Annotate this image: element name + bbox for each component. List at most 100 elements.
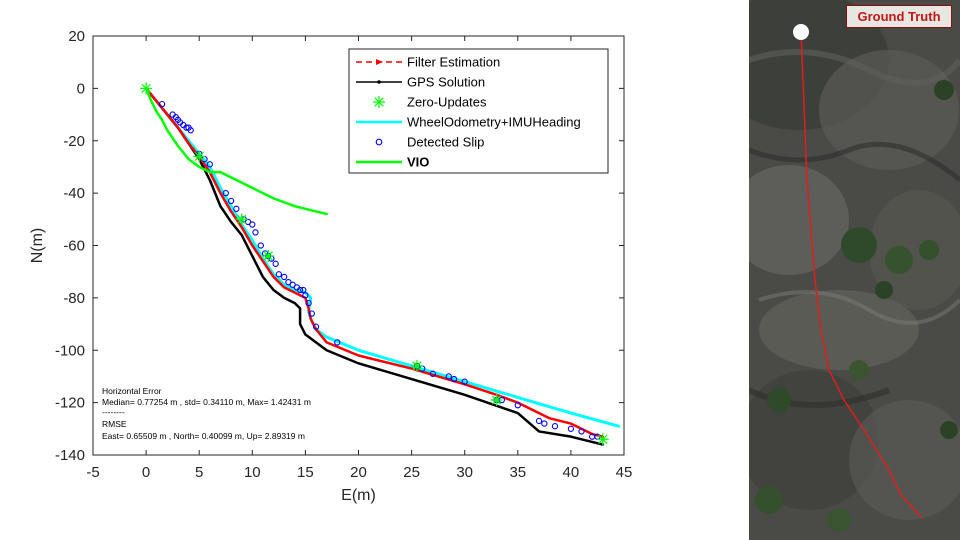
x-tick-label: -5 [86, 464, 99, 481]
detected-slip-point [206, 161, 213, 168]
detected-slip-point [429, 370, 436, 377]
star-stroke [374, 97, 384, 107]
stats-median-line: Median= 0.77254 m , std= 0.34110 m, Max=… [102, 397, 311, 407]
y-tick-label: -60 [63, 238, 85, 255]
vegetation-patch [875, 281, 893, 299]
series-line-vio [144, 87, 328, 216]
detected-slip-point [296, 286, 304, 294]
ground-truth-label: Ground Truth [846, 5, 952, 28]
detected-slip-point [567, 425, 575, 432]
detected-slip-point [578, 428, 585, 435]
detected-slip-point [300, 286, 307, 294]
zero-update-point [235, 213, 248, 226]
plot-root: -5 0 5 10 15 20 25 30 35 40 45 20 0 -20 -40 -60 -80 -100 -… [29, 28, 632, 504]
legend-entry: GPS Solution [356, 75, 485, 90]
x-axis-title: E(m) [341, 487, 376, 504]
stats-heading: Horizontal Error [102, 386, 162, 396]
legend-swatch-marker [377, 80, 381, 84]
star-stroke [141, 83, 151, 94]
star-stroke [598, 434, 608, 444]
y-tick-label: 0 [77, 80, 85, 97]
stats-rmse-line: East= 0.65509 m , North= 0.40099 m, Up= … [102, 431, 305, 441]
zero-update-point [410, 359, 423, 372]
detected-slip-point [275, 271, 282, 278]
x-tick-label: 5 [195, 464, 203, 481]
star-stroke [194, 151, 204, 162]
x-tick-label: 45 [616, 464, 633, 481]
stats-separator: -------- [102, 407, 125, 417]
vegetation-patch [767, 388, 791, 412]
star-stroke [412, 361, 422, 371]
legend-label: VIO [407, 155, 429, 170]
y-tick-label: -100 [55, 342, 85, 359]
x-tick-label: 15 [297, 464, 314, 481]
legend-entry: Detected Slip [375, 135, 484, 150]
stats-rmse-heading: RMSE [102, 419, 127, 429]
vegetation-patch [849, 360, 869, 380]
zero-update-point [193, 150, 206, 163]
legend-label: Zero-Updates [407, 95, 487, 110]
legend-label: Filter Estimation [407, 55, 500, 70]
legend-entry: VIO [356, 155, 429, 170]
legend-box [348, 48, 609, 174]
satellite-image [749, 0, 960, 540]
detected-slip-point [158, 100, 166, 108]
x-tick-label: 0 [142, 464, 150, 481]
legend-entry: Zero-Updates [373, 95, 487, 110]
y-tick-label: -20 [63, 133, 85, 150]
legend-swatch-marker [373, 96, 385, 108]
detected-slip-point [551, 423, 559, 430]
star-stroke [237, 214, 247, 224]
detected-slip-point [222, 189, 229, 197]
x-tick-label: 30 [456, 464, 473, 481]
detected-slip-point [461, 378, 468, 385]
x-tick-label: 35 [509, 464, 526, 481]
zero-update-point [596, 433, 609, 446]
vegetation-patch [919, 240, 939, 260]
x-tick-label: 25 [403, 464, 420, 481]
start-marker [793, 24, 809, 40]
legend-entry: WheelOdometry+IMUHeading [356, 115, 581, 130]
vegetation-patch [934, 80, 954, 100]
y-tick-label: 20 [68, 28, 85, 45]
detected-slip-point [272, 260, 279, 267]
legend: Filter Estimation GPS Solution Zero-Update… [348, 48, 609, 174]
legend-label: Detected Slip [407, 135, 484, 150]
vegetation-patch [755, 486, 783, 514]
error-stats-annotation: Horizontal Error Median= 0.77254 m , std… [102, 386, 311, 441]
legend-label: WheelOdometry+IMUHeading [407, 115, 581, 130]
vegetation-patch [885, 246, 913, 274]
legend-swatch-marker [376, 59, 383, 65]
detected-slip-point [252, 229, 259, 236]
x-tick-label: 10 [244, 464, 261, 481]
detected-slip-point [514, 402, 521, 409]
legend-label: GPS Solution [407, 75, 485, 90]
star-stroke [491, 395, 502, 405]
y-tick-label: -40 [63, 185, 85, 202]
chart-area: -5 0 5 10 15 20 25 30 35 40 45 20 0 -20 -40 -60 -80 -100 -… [29, 28, 632, 504]
x-tick-label: 20 [350, 464, 367, 481]
detected-slip-point [334, 339, 341, 346]
zero-update-point [140, 82, 153, 95]
y-tick-label: -140 [55, 447, 85, 464]
detected-slip-point [227, 197, 235, 205]
vegetation-patch [841, 227, 877, 263]
detected-slip-point [445, 373, 452, 380]
detected-slip-point [450, 375, 458, 383]
detected-slip-point [305, 299, 312, 307]
detected-slip-point [535, 417, 543, 425]
x-tick-label: 40 [563, 464, 580, 481]
detected-slip-point [302, 292, 309, 299]
legend-swatch-marker [375, 138, 383, 146]
legend-entry: Filter Estimation [356, 55, 500, 70]
detected-slip-point [281, 273, 288, 281]
star-stroke [263, 251, 273, 261]
detected-slip-point [541, 420, 548, 427]
y-tick-label: -80 [63, 290, 85, 307]
detected-slip-point [257, 242, 264, 249]
zero-update-point [262, 249, 275, 262]
vegetation-patch [827, 508, 851, 532]
detected-slip-point [233, 205, 240, 212]
zero-update-point [490, 394, 503, 407]
series-line-wheelodometry-imuheading [144, 86, 621, 428]
